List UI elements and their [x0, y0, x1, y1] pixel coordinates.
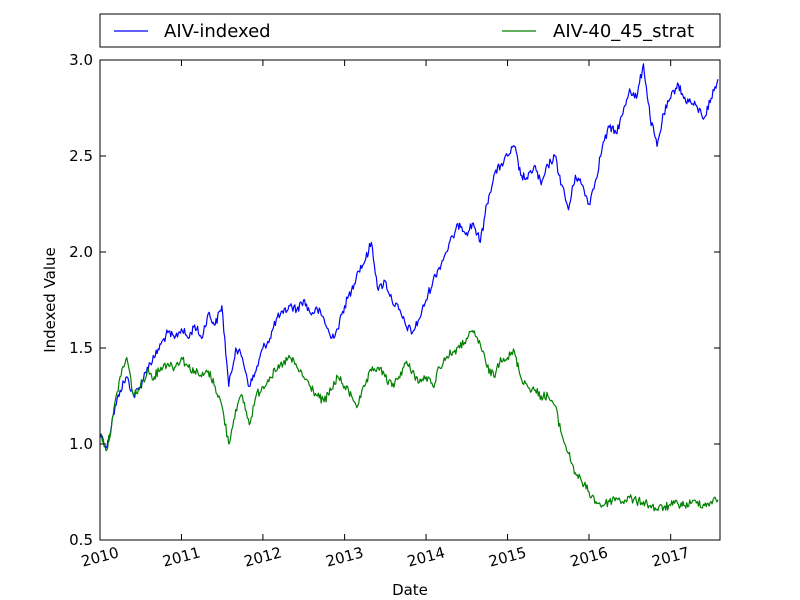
y-tick-label-3-0: 3.0	[69, 51, 93, 69]
legend-label-aiv-40-45-strat: AIV-40_45_strat	[553, 21, 694, 42]
series-line-aiv-40-45-strat	[100, 329, 719, 512]
y-tick-label-0-5: 0.5	[69, 531, 93, 549]
y-tick-label-2-0: 2.0	[69, 243, 93, 261]
series-line-aiv-indexed	[100, 63, 719, 449]
legend-frame	[99, 13, 721, 48]
y-axis-title: Indexed Value	[41, 247, 59, 353]
y-tick-label-1-0: 1.0	[69, 435, 93, 453]
plot-lines	[100, 63, 719, 512]
y-tick-label-2-5: 2.5	[69, 147, 93, 165]
x-axis-title: Date	[392, 581, 428, 599]
legend: AIV-indexed AIV-40_45_strat	[99, 13, 721, 48]
plot-frame	[99, 59, 721, 541]
y-tick-label-1-5: 1.5	[69, 339, 93, 357]
legend-label-aiv-indexed: AIV-indexed	[164, 21, 271, 42]
